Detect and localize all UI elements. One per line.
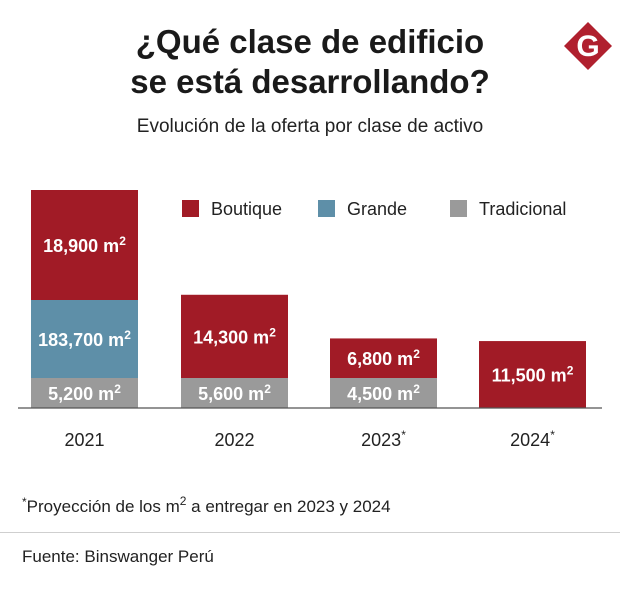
bar-tradicional-2021	[31, 378, 138, 408]
x-tick-projection-mark: *	[401, 428, 406, 442]
bar-grande-2021	[31, 300, 138, 378]
footnote-mark: *	[22, 495, 27, 509]
data-label-boutique-2024: 11,500 m2	[492, 364, 574, 386]
legend-label-tradicional: Tradicional	[479, 199, 566, 219]
legend-swatch-grande	[318, 200, 335, 217]
data-label-superscript: 2	[413, 347, 420, 361]
divider	[0, 532, 620, 533]
source-note: Fuente: Binswanger Perú	[22, 547, 214, 566]
bar-boutique-2021	[31, 190, 138, 300]
data-label-superscript: 2	[567, 364, 574, 378]
data-label-superscript: 2	[124, 328, 131, 342]
bar-boutique-2023	[330, 338, 437, 378]
title-line-1: ¿Qué clase de edificio	[135, 23, 485, 60]
footnote: *Proyección de los m2 a entregar en 2023…	[22, 494, 391, 517]
data-label-superscript: 2	[119, 234, 126, 248]
logo-letter: G	[576, 30, 599, 63]
x-tick-label-2022: 2022	[214, 430, 254, 450]
g-logo-icon: G	[564, 22, 612, 70]
data-label-grande-2021: 183,700 m2	[38, 328, 131, 350]
legend-swatch-boutique	[182, 200, 199, 217]
x-tick-label-2024: 2024*	[510, 428, 555, 450]
data-label-boutique-2022: 14,300 m2	[193, 325, 276, 347]
data-label-boutique-2021: 18,900 m2	[43, 234, 126, 256]
data-label-superscript: 2	[413, 382, 420, 396]
bar-tradicional-2022	[181, 378, 288, 408]
data-label-superscript: 2	[269, 325, 276, 339]
stacked-bar-chart: 5,200 m2 183,700 m2 18,900 m2 2021 5,600 m2 1…	[18, 190, 602, 450]
footnote-text: Proyección de los m	[26, 497, 180, 516]
legend-swatch-tradicional	[450, 200, 467, 217]
bar-boutique-2024	[479, 341, 586, 408]
legend-label-boutique: Boutique	[211, 199, 282, 219]
data-label-tradicional-2022: 5,600 m2	[198, 382, 271, 404]
title-line-2: se está desarrollando?	[130, 63, 490, 100]
footnote-rest: a entregar en 2023 y 2024	[186, 497, 391, 516]
bar-boutique-2022	[181, 294, 288, 378]
x-tick-label-2021: 2021	[64, 430, 104, 450]
chart-title: ¿Qué clase de edificio se está desarroll…	[0, 22, 620, 102]
data-label-superscript: 2	[114, 382, 121, 396]
data-label-superscript: 2	[264, 382, 271, 396]
footnote-superscript: 2	[179, 494, 187, 508]
data-label-tradicional-2023: 4,500 m2	[347, 382, 420, 404]
data-label-tradicional-2021: 5,200 m2	[48, 382, 121, 404]
chart-subtitle: Evolución de la oferta por clase de acti…	[136, 116, 484, 137]
data-label-boutique-2023: 6,800 m2	[347, 347, 420, 369]
x-tick-label-2023: 2023*	[361, 428, 406, 450]
logo-diamond	[564, 22, 612, 70]
bar-tradicional-2023	[330, 378, 437, 408]
x-tick-projection-mark: *	[550, 428, 555, 442]
legend-label-grande: Grande	[347, 199, 407, 219]
